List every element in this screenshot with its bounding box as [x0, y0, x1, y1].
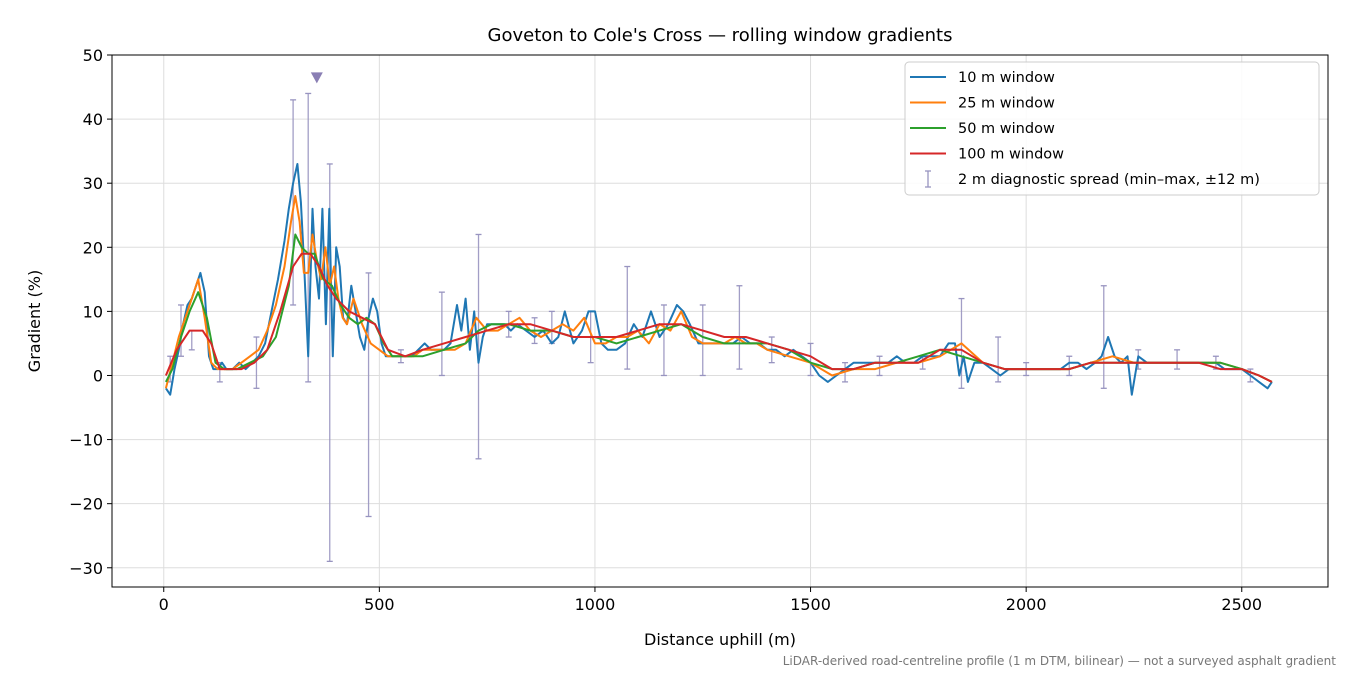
legend-box — [904, 61, 1320, 196]
series-line — [164, 195, 1273, 389]
annotation-markers — [310, 72, 323, 84]
x-tick-label: 2500 — [1221, 595, 1262, 614]
y-axis-ticks: −30 −20 −10 0 10 20 30 40 50 — [69, 46, 112, 578]
y-tick-label: 40 — [83, 110, 103, 129]
y-tick-label: 30 — [83, 174, 103, 193]
legend-label: 100 m window — [958, 147, 1064, 163]
x-tick-label: 0 — [159, 595, 169, 614]
y-tick-label: −20 — [69, 495, 103, 514]
legend-label: 50 m window — [958, 121, 1055, 137]
x-axis-ticks: 0 500 1000 1500 2000 2500 — [159, 587, 1262, 614]
series-line — [164, 252, 1273, 383]
footnote: LiDAR-derived road-centreline profile (1… — [783, 654, 1337, 668]
plot-frame — [111, 54, 1329, 588]
errorbars — [167, 92, 1254, 563]
y-tick-label: 0 — [93, 366, 103, 385]
x-tick-label: 1000 — [575, 595, 616, 614]
y-axis-label: Gradient (%) — [25, 270, 44, 372]
chart-title: Goveton to Cole's Cross — rolling window… — [488, 25, 953, 46]
series-lines — [164, 163, 1273, 396]
y-tick-label: −10 — [69, 431, 103, 450]
x-tick-label: 1500 — [790, 595, 831, 614]
x-axis-label: Distance uphill (m) — [644, 630, 796, 649]
legend-label: 25 m window — [958, 96, 1055, 112]
legend: 10 m window 25 m window 50 m window 100 m w… — [904, 61, 1320, 196]
x-tick-label: 2000 — [1006, 595, 1047, 614]
triangle-down-marker — [310, 72, 323, 84]
y-tick-label: −30 — [69, 559, 103, 578]
y-tick-label: 10 — [83, 302, 103, 321]
legend-label: 2 m diagnostic spread (min–max, ±12 m) — [958, 172, 1260, 188]
legend-label: 10 m window — [958, 70, 1055, 86]
y-tick-label: 50 — [83, 46, 103, 65]
x-tick-label: 500 — [364, 595, 395, 614]
y-tick-label: 20 — [83, 238, 103, 257]
